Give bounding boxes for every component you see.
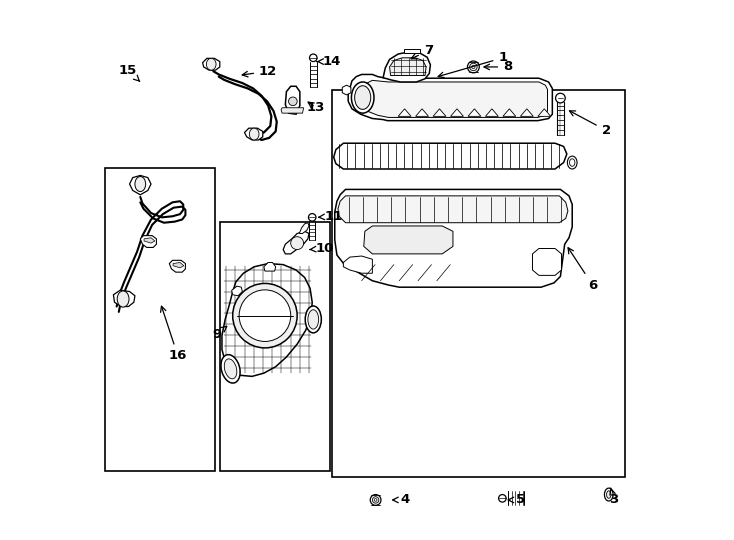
Ellipse shape <box>370 495 381 505</box>
Polygon shape <box>334 143 567 169</box>
Text: 15: 15 <box>119 64 139 82</box>
Polygon shape <box>338 196 568 222</box>
Text: 10: 10 <box>310 242 334 255</box>
Polygon shape <box>140 235 156 247</box>
Polygon shape <box>129 176 151 195</box>
Text: 5: 5 <box>508 494 525 507</box>
Text: 2: 2 <box>570 111 611 137</box>
Polygon shape <box>114 291 135 307</box>
Polygon shape <box>222 264 312 376</box>
Circle shape <box>239 290 291 341</box>
Polygon shape <box>415 109 429 116</box>
Ellipse shape <box>352 82 374 113</box>
Polygon shape <box>538 109 550 116</box>
Text: 16: 16 <box>161 306 187 362</box>
Ellipse shape <box>355 86 371 110</box>
Ellipse shape <box>468 61 479 73</box>
Polygon shape <box>433 109 446 116</box>
Polygon shape <box>398 109 411 116</box>
Polygon shape <box>232 286 242 296</box>
Text: 11: 11 <box>319 210 343 223</box>
Ellipse shape <box>206 58 216 70</box>
Ellipse shape <box>567 156 577 169</box>
Text: 9: 9 <box>212 326 227 341</box>
Polygon shape <box>335 190 573 287</box>
Polygon shape <box>532 248 562 275</box>
Polygon shape <box>203 58 219 70</box>
Ellipse shape <box>372 497 379 503</box>
Text: 1: 1 <box>438 51 507 78</box>
Ellipse shape <box>374 498 377 501</box>
Ellipse shape <box>250 128 259 140</box>
Text: 12: 12 <box>242 65 277 78</box>
Polygon shape <box>144 238 155 243</box>
Ellipse shape <box>605 488 613 501</box>
Polygon shape <box>344 256 372 273</box>
Polygon shape <box>281 108 304 113</box>
Polygon shape <box>503 109 516 116</box>
Text: 8: 8 <box>484 60 512 73</box>
Polygon shape <box>342 85 351 95</box>
Polygon shape <box>404 49 420 53</box>
Ellipse shape <box>225 359 237 379</box>
Polygon shape <box>520 109 534 116</box>
Polygon shape <box>286 86 300 114</box>
Ellipse shape <box>305 306 321 333</box>
Polygon shape <box>383 52 430 82</box>
Ellipse shape <box>135 177 145 192</box>
Bar <box>105 168 215 471</box>
Circle shape <box>291 237 304 249</box>
Polygon shape <box>299 222 309 233</box>
Polygon shape <box>468 109 481 116</box>
Circle shape <box>288 97 297 106</box>
Polygon shape <box>364 226 453 254</box>
Polygon shape <box>358 80 548 117</box>
Ellipse shape <box>570 159 575 166</box>
Polygon shape <box>173 262 184 268</box>
Polygon shape <box>451 109 463 116</box>
Polygon shape <box>390 58 426 76</box>
Ellipse shape <box>498 495 506 502</box>
Ellipse shape <box>221 355 240 383</box>
Ellipse shape <box>606 491 611 498</box>
Text: 4: 4 <box>393 494 410 507</box>
Text: 3: 3 <box>609 488 619 507</box>
Ellipse shape <box>556 93 565 103</box>
Polygon shape <box>485 109 498 116</box>
Text: 13: 13 <box>306 101 324 114</box>
Text: 7: 7 <box>411 44 433 59</box>
Polygon shape <box>283 231 309 254</box>
Bar <box>220 221 330 471</box>
Polygon shape <box>348 75 553 120</box>
Text: 14: 14 <box>317 55 341 68</box>
Ellipse shape <box>117 291 129 307</box>
Text: 6: 6 <box>568 248 597 292</box>
Ellipse shape <box>470 63 477 71</box>
Ellipse shape <box>308 214 316 221</box>
Polygon shape <box>264 262 276 271</box>
Polygon shape <box>244 128 263 140</box>
Circle shape <box>233 284 297 348</box>
Bar <box>332 90 625 477</box>
Ellipse shape <box>308 310 319 329</box>
Ellipse shape <box>472 65 475 69</box>
Ellipse shape <box>310 54 317 62</box>
Polygon shape <box>170 260 186 272</box>
